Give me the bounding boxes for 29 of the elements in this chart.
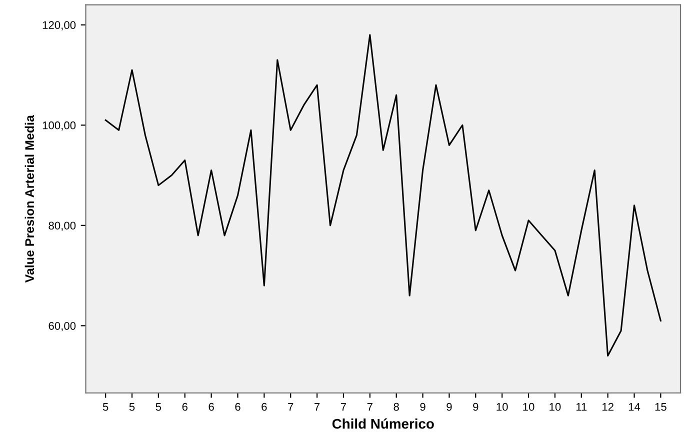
y-tick-label: 80,00 <box>48 222 76 231</box>
x-tick-label: 6 <box>262 402 267 411</box>
x-tick-label: 5 <box>156 403 162 411</box>
x-tick-label: 10 <box>496 402 508 411</box>
x-tick-label: 11 <box>576 403 587 411</box>
x-tick-label: 8 <box>394 402 399 411</box>
x-tick-label: 12 <box>602 402 614 411</box>
x-tick-label: 9 <box>473 402 478 411</box>
x-tick-label: 14 <box>628 403 640 411</box>
x-tick-label: 15 <box>655 403 666 411</box>
y-tick-label: 60,00 <box>48 322 76 332</box>
x-tick-label: 7 <box>340 403 346 411</box>
y-tick-label: 100,00 <box>42 121 76 131</box>
x-tick-label: 7 <box>288 403 294 411</box>
x-tick-label: 10 <box>550 402 561 411</box>
x-tick-label: 6 <box>208 402 214 411</box>
x-axis-title: Child Númerico <box>332 418 434 429</box>
x-tick-label: 6 <box>235 402 240 411</box>
y-axis-title: Value Presion Arterial Media <box>24 114 34 283</box>
y-tick-label: 120,00 <box>42 21 76 30</box>
x-tick-label: 9 <box>420 402 426 411</box>
line-series <box>104 34 662 357</box>
x-tick-label: 10 <box>523 402 534 411</box>
x-tick-label: 5 <box>129 403 135 411</box>
x-tick-label: 7 <box>367 403 372 411</box>
x-tick-label: 9 <box>446 402 452 411</box>
x-tick-label: 7 <box>314 403 320 411</box>
x-tick-label: 6 <box>182 402 188 411</box>
x-tick-label: 5 <box>102 403 108 411</box>
